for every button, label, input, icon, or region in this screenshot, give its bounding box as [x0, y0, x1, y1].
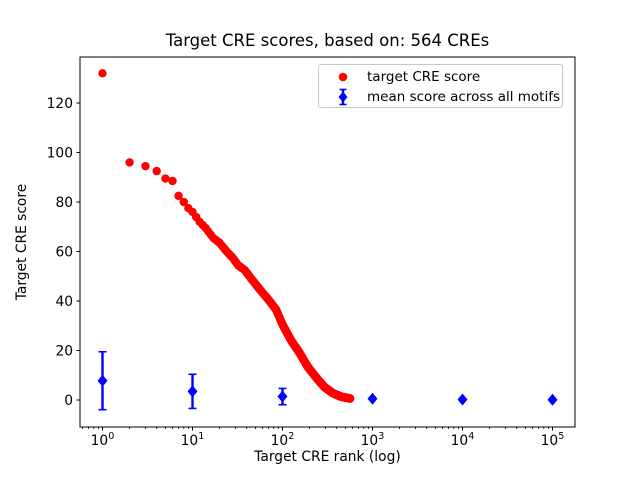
- legend: target CRE score mean score across all m…: [318, 64, 563, 108]
- mean-score-point: [547, 393, 558, 406]
- x-tick-label: 103: [361, 431, 385, 449]
- legend-label-mean-score: mean score across all motifs: [367, 89, 561, 105]
- chart-title: Target CRE scores, based on: 564 CREs: [165, 31, 490, 50]
- target-score-point: [98, 69, 107, 78]
- axes-spines: [79, 56, 576, 428]
- y-axis-label: Target CRE score: [14, 183, 30, 301]
- x-tick-label: 102: [271, 431, 295, 449]
- x-tick-label: 100: [91, 431, 115, 449]
- x-axis: 100 101 102 103 104 105: [82, 427, 565, 449]
- mean-score-point: [97, 374, 108, 387]
- target-score-point: [141, 161, 150, 171]
- mean-score-point: [457, 393, 468, 406]
- y-tick-label: 0: [64, 393, 73, 409]
- legend-label-target-cre-score: target CRE score: [367, 69, 481, 85]
- mean-score-point: [277, 390, 288, 403]
- mean-score-series: [97, 350, 558, 411]
- mean-score-point: [187, 385, 198, 398]
- target-score-point: [174, 191, 183, 201]
- y-tick-label: 100: [47, 145, 73, 161]
- x-tick-label: 101: [181, 431, 205, 449]
- red-dot-icon: [338, 72, 348, 82]
- x-axis-label: Target CRE rank (log): [254, 449, 401, 465]
- legend-item-target-cre-score: target CRE score: [323, 67, 558, 87]
- target-score-point: [152, 166, 161, 176]
- target-score-point: [345, 394, 355, 403]
- y-tick-label: 20: [55, 343, 73, 359]
- y-axis: 0 20 40 60 80 100 120: [47, 96, 80, 409]
- target-score-point: [161, 174, 170, 183]
- legend-item-mean-score: mean score across all motifs: [323, 87, 561, 107]
- target-cre-score-series: [98, 69, 355, 403]
- y-tick-label: 60: [55, 244, 73, 260]
- target-score-point: [168, 176, 177, 186]
- target-score-point: [179, 197, 188, 207]
- y-tick-label: 40: [55, 294, 73, 310]
- x-tick-label: 105: [541, 431, 565, 449]
- y-tick-label: 120: [47, 96, 73, 112]
- blue-diamond-errorbar-icon: [338, 88, 348, 106]
- target-score-point: [125, 158, 134, 167]
- x-tick-label: 104: [451, 431, 475, 449]
- y-tick-label: 80: [55, 195, 73, 211]
- mean-score-point: [367, 392, 378, 405]
